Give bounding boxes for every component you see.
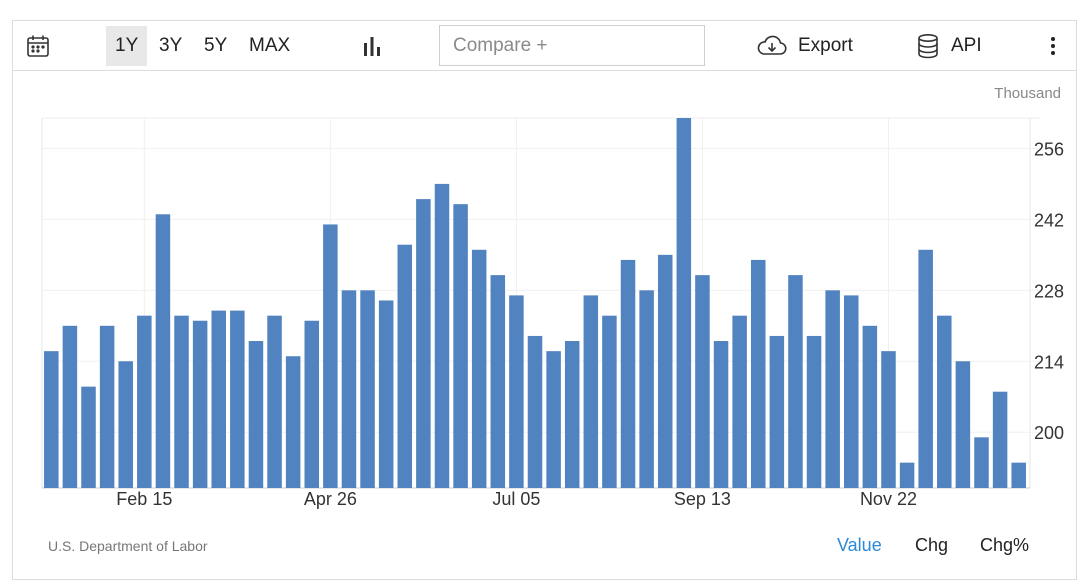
cloud-download-icon[interactable] (756, 21, 788, 70)
data-source-label: U.S. Department of Labor (48, 538, 208, 554)
tab-chg[interactable]: Chg (915, 535, 949, 555)
tab-value[interactable]: Value (837, 535, 882, 555)
chart-widget (12, 20, 1077, 580)
chart-type-bar-icon[interactable] (361, 21, 383, 70)
range-max-button[interactable]: MAX (249, 35, 291, 56)
chart-toolbar: 1Y 3Y 5Y MAX Compare + Export API (12, 20, 1077, 71)
unit-label: Thousand (994, 85, 1061, 102)
api-button[interactable]: API (951, 34, 982, 56)
range-3y-button[interactable]: 3Y (159, 35, 183, 56)
tab-chg-percent[interactable]: Chg% (980, 535, 1030, 555)
range-1y-button[interactable]: 1Y (106, 26, 148, 66)
export-button[interactable]: Export (798, 34, 853, 56)
range-5y-button[interactable]: 5Y (204, 35, 228, 56)
database-icon[interactable] (916, 21, 940, 70)
compare-input[interactable]: Compare + (439, 25, 705, 66)
more-options-icon[interactable] (1046, 21, 1060, 70)
calendar-icon[interactable] (25, 21, 51, 70)
